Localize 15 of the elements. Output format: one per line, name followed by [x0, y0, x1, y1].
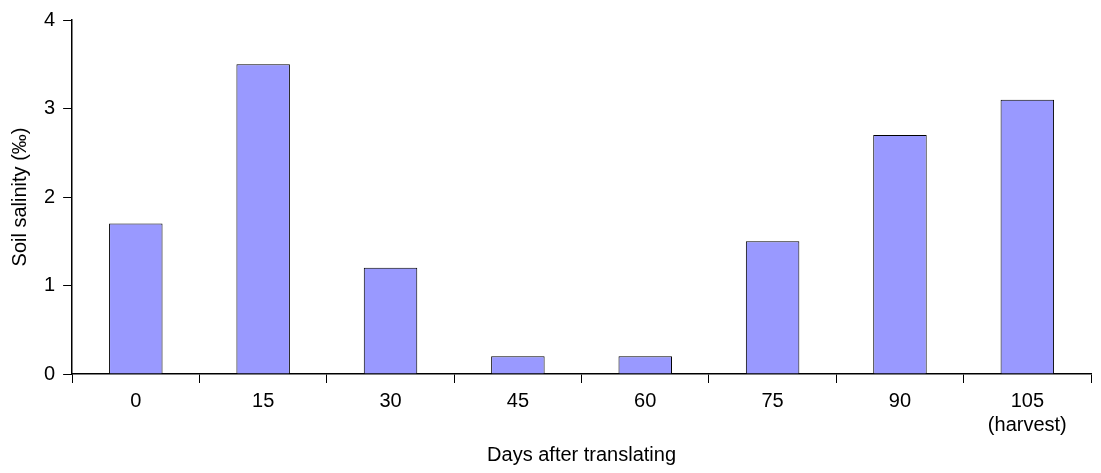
x-tick-label: 15 [252, 388, 275, 411]
y-tick-label: 4 [44, 7, 56, 30]
x-tick-label: 60 [634, 388, 657, 411]
x-axis-title: Days after translating [487, 442, 677, 465]
y-tick-label: 1 [44, 273, 56, 296]
y-tick-label: 2 [44, 184, 56, 207]
x-tick-label: 75 [761, 388, 784, 411]
y-tick-label: 0 [44, 361, 56, 384]
x-tick-label: 90 [888, 388, 912, 411]
x-tick-label: 45 [506, 388, 530, 411]
y-axis-title: Soil salinity (‰) [7, 127, 30, 267]
x-tick-label: 0 [130, 388, 142, 411]
x-tick-label: 105 (harvest) [987, 388, 1067, 435]
x-tick-label: 30 [379, 388, 402, 411]
y-tick-label: 3 [44, 96, 56, 119]
